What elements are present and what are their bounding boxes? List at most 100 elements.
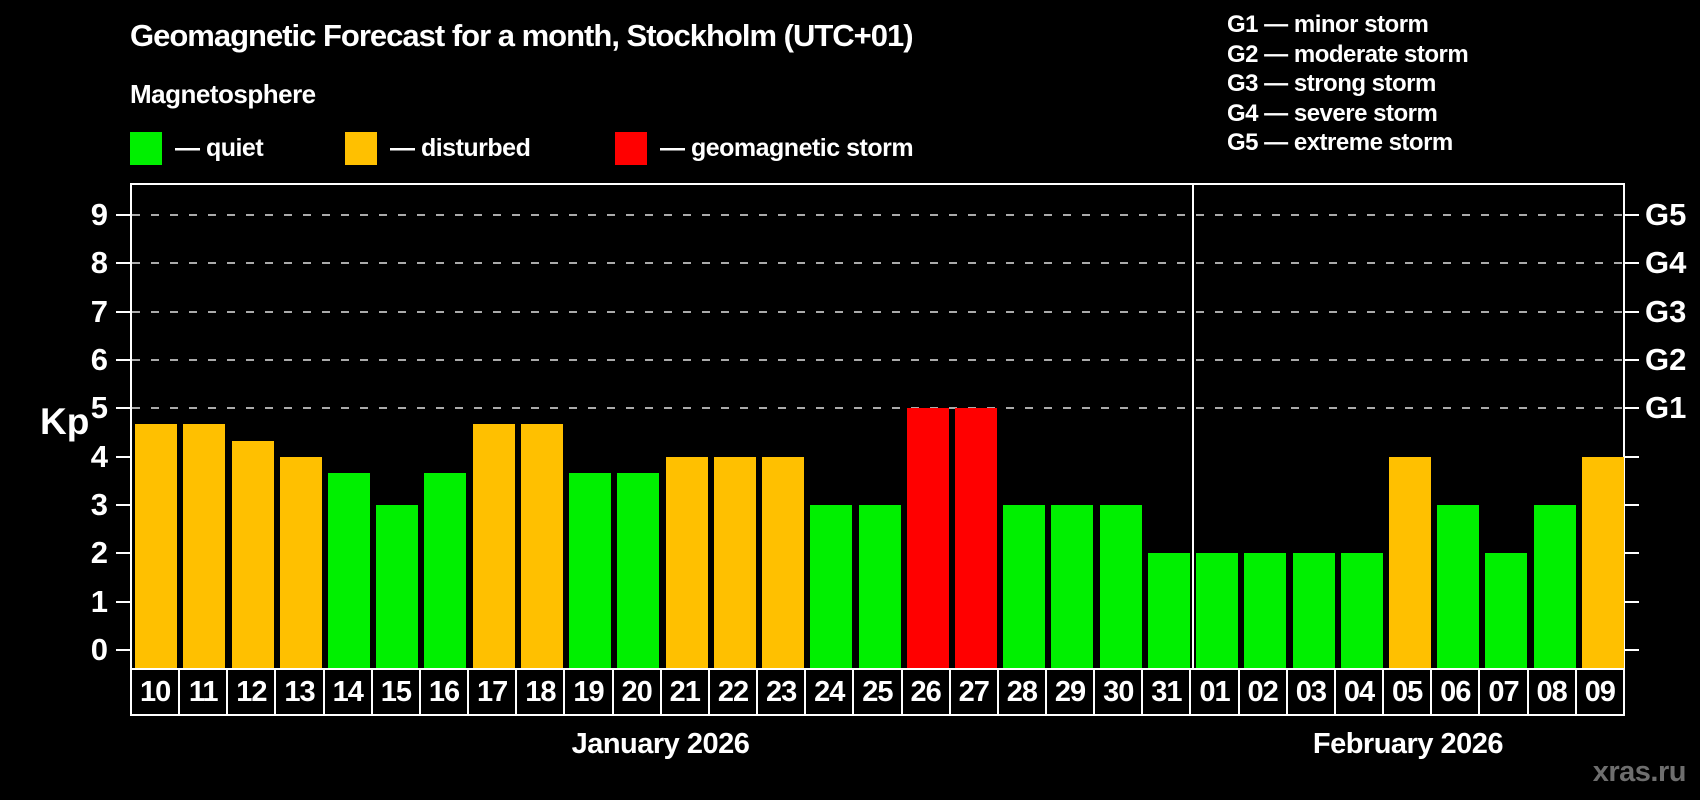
- y-axis-tick-left-8: [116, 262, 130, 265]
- day-label-02: 02: [1237, 668, 1288, 716]
- kp-bar-17: [472, 424, 515, 668]
- day-label-05: 05: [1382, 668, 1433, 716]
- y-axis-tick-right-6: [1625, 359, 1639, 362]
- y-axis-tick-left-6: [116, 359, 130, 362]
- day-label-26: 26: [900, 668, 951, 716]
- day-label-12: 12: [226, 668, 277, 716]
- day-label-17: 17: [467, 668, 518, 716]
- kp-bar-03: [1292, 553, 1335, 668]
- day-label-19: 19: [563, 668, 614, 716]
- y-axis-tick-left-3: [116, 504, 130, 506]
- day-label-08: 08: [1526, 668, 1577, 716]
- y-axis-tick-right-2: [1625, 552, 1639, 555]
- day-label-22: 22: [707, 668, 759, 716]
- legend-label-disturbed: — disturbed: [390, 133, 531, 162]
- gridline-kp6: [132, 359, 1623, 362]
- day-label-03: 03: [1285, 668, 1336, 716]
- month-label-january: January 2026: [571, 728, 750, 760]
- kp-bar-16: [424, 472, 467, 668]
- g-scale-label-G5: G5: [1645, 197, 1687, 233]
- y-axis-title: Kp: [40, 401, 90, 442]
- y-axis-tick-right-9: [1625, 214, 1639, 217]
- day-label-30: 30: [1093, 668, 1144, 716]
- watermark: xras.ru: [1592, 756, 1687, 788]
- kp-bar-30: [1099, 505, 1142, 668]
- kp-bar-28: [1003, 505, 1046, 668]
- y-axis-tick-right-8: [1625, 262, 1639, 265]
- y-axis-tick-left-5: [116, 407, 130, 410]
- day-label-23: 23: [756, 668, 807, 716]
- legend-label-quiet: — quiet: [175, 133, 264, 162]
- day-label-10: 10: [130, 668, 181, 716]
- month-separator-line: [1191, 185, 1194, 668]
- month-label-february: February 2026: [1312, 728, 1504, 760]
- day-label-01: 01: [1189, 668, 1240, 716]
- kp-bar-08: [1533, 505, 1576, 668]
- day-label-15: 15: [370, 668, 421, 716]
- y-axis-label-5: 5: [90, 390, 108, 426]
- g-scale-label-G4: G4: [1645, 245, 1687, 281]
- kp-bar-14: [328, 472, 371, 668]
- gridline-kp8: [132, 262, 1623, 265]
- legend-item-disturbed: — disturbed: [345, 131, 531, 165]
- day-label-11: 11: [178, 668, 229, 716]
- y-axis-tick-left-1: [116, 600, 130, 603]
- g-legend-line-g5: G5 — extreme storm: [1227, 129, 1453, 156]
- legend-swatch-disturbed: [345, 131, 377, 165]
- day-label-29: 29: [1044, 668, 1096, 716]
- kp-bar-02: [1244, 553, 1287, 668]
- kp-bar-26: [906, 408, 949, 668]
- y-axis-label-6: 6: [90, 342, 108, 378]
- kp-bar-13: [279, 456, 322, 668]
- kp-bar-21: [665, 456, 708, 668]
- kp-bar-12: [231, 440, 274, 668]
- day-label-07: 07: [1478, 668, 1529, 716]
- kp-bar-09: [1581, 456, 1624, 668]
- gridline-kp9: [132, 214, 1623, 217]
- kp-bar-18: [520, 424, 563, 668]
- kp-bar-24: [810, 505, 853, 668]
- kp-bar-05: [1388, 456, 1431, 668]
- y-axis-tick-right-7: [1625, 310, 1639, 313]
- day-label-18: 18: [515, 668, 566, 716]
- y-axis-tick-right-3: [1625, 504, 1639, 506]
- g-legend-line-g2: G2 — moderate storm: [1227, 40, 1469, 68]
- y-axis-label-2: 2: [90, 535, 108, 571]
- kp-bar-15: [376, 505, 419, 668]
- day-label-14: 14: [322, 668, 373, 716]
- day-label-04: 04: [1333, 668, 1385, 716]
- y-axis-tick-left-0: [116, 649, 130, 651]
- day-label-13: 13: [274, 668, 325, 716]
- legend-swatch-quiet: [130, 131, 162, 165]
- y-axis-label-0: 0: [90, 632, 108, 667]
- kp-bar-11: [183, 424, 226, 668]
- y-axis-label-9: 9: [90, 197, 108, 233]
- kp-bar-10: [135, 424, 178, 668]
- y-axis-tick-right-5: [1625, 407, 1639, 410]
- day-label-24: 24: [804, 668, 855, 716]
- chart-title: Geomagnetic Forecast for a month, Stockh…: [130, 18, 914, 53]
- magnetosphere-label: Magnetosphere: [130, 79, 316, 109]
- y-axis-label-8: 8: [90, 245, 108, 281]
- day-label-25: 25: [852, 668, 903, 716]
- y-axis-tick-left-4: [116, 455, 130, 458]
- y-axis-label-3: 3: [90, 487, 108, 522]
- kp-bar-01: [1196, 553, 1239, 668]
- y-axis-label-1: 1: [90, 583, 108, 619]
- kp-bar-04: [1340, 553, 1383, 668]
- day-label-28: 28: [996, 668, 1047, 716]
- kp-bar-31: [1147, 553, 1190, 668]
- day-label-row: 10 11 12 13 14 15 16 17 18 19 20 21 22 23 24 25 26 27 28 29…: [130, 668, 1625, 716]
- y-axis-tick-right-0: [1625, 649, 1639, 651]
- g-legend-line-g4: G4 — severe storm: [1227, 99, 1438, 127]
- kp-bar-22: [713, 456, 756, 668]
- day-label-31: 31: [1141, 668, 1192, 716]
- kp-bar-23: [762, 456, 805, 668]
- kp-bar-19: [569, 472, 612, 668]
- kp-bar-29: [1051, 505, 1094, 668]
- legend-swatch-storm: [615, 131, 647, 165]
- plot-area: [130, 183, 1625, 668]
- y-axis-tick-right-4: [1625, 455, 1639, 458]
- y-axis-label-4: 4: [90, 438, 108, 474]
